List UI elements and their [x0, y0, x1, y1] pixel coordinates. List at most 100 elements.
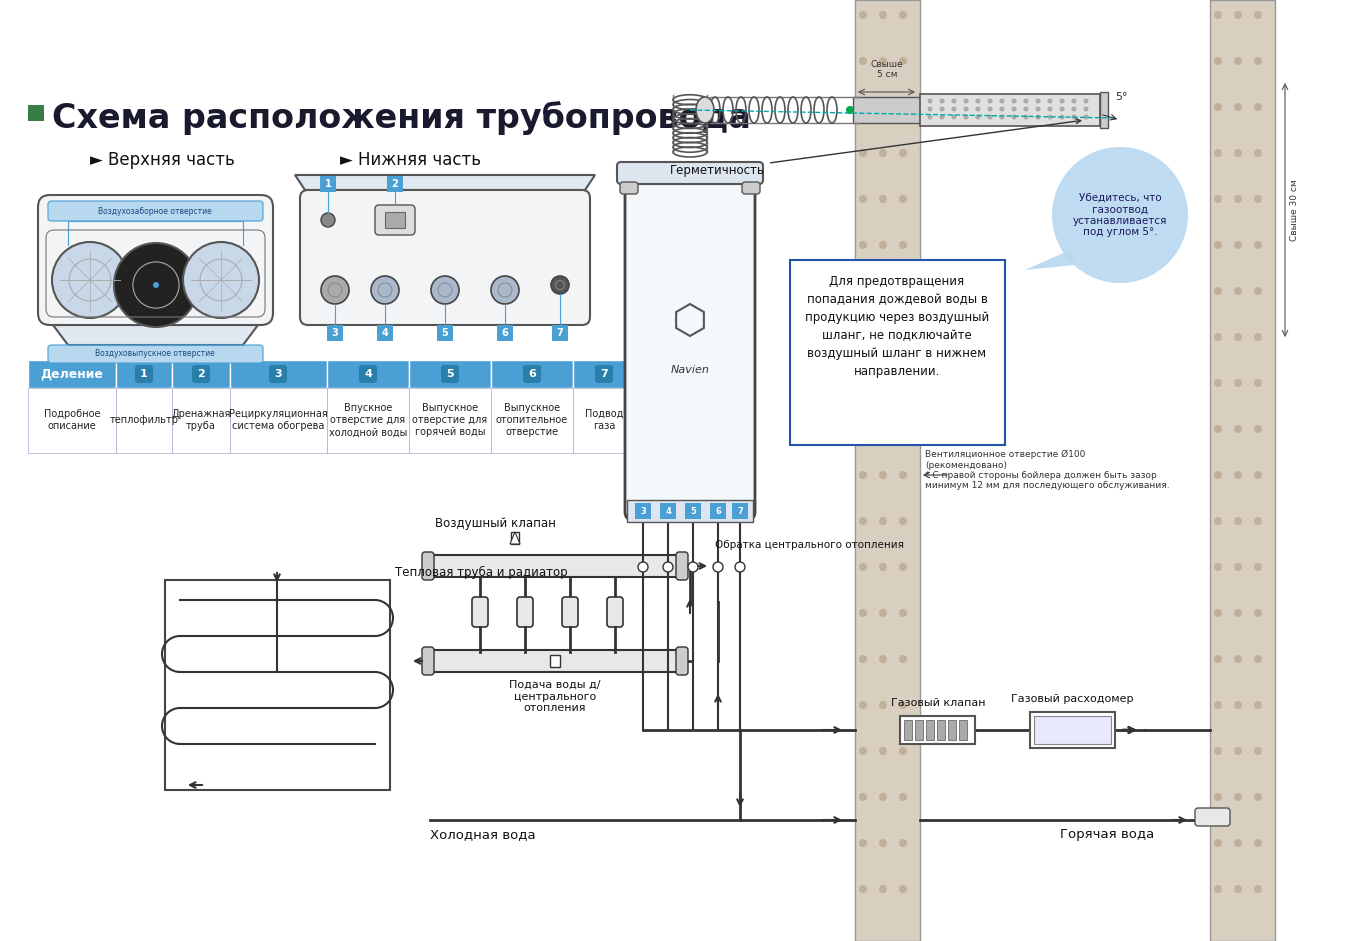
FancyBboxPatch shape — [441, 365, 459, 383]
Circle shape — [491, 276, 519, 304]
Circle shape — [183, 242, 259, 318]
Circle shape — [987, 99, 993, 104]
Bar — [1031, 712, 1116, 748]
FancyBboxPatch shape — [422, 647, 434, 675]
Circle shape — [859, 379, 867, 387]
Circle shape — [898, 701, 907, 709]
Circle shape — [880, 287, 888, 295]
Text: Свыше
5 см: Свыше 5 см — [870, 59, 904, 79]
Text: 5: 5 — [691, 506, 696, 516]
Circle shape — [1234, 793, 1242, 801]
Circle shape — [1234, 149, 1242, 157]
Bar — [1033, 716, 1112, 744]
Text: Для предотвращения
попадания дождевой воды в
продукцию через воздушный
шланг, не: Для предотвращения попадания дождевой во… — [805, 275, 989, 378]
Circle shape — [1000, 99, 1005, 104]
FancyBboxPatch shape — [595, 365, 612, 383]
Bar — [165, 580, 390, 790]
Circle shape — [1234, 11, 1242, 19]
Circle shape — [951, 115, 956, 120]
Circle shape — [1255, 195, 1263, 203]
Circle shape — [1024, 99, 1028, 104]
Circle shape — [1052, 147, 1188, 283]
Circle shape — [735, 562, 745, 572]
Polygon shape — [510, 532, 519, 544]
Circle shape — [1214, 287, 1222, 295]
Circle shape — [846, 106, 854, 114]
Text: Впускное
отверстие для
холодной воды: Впускное отверстие для холодной воды — [329, 403, 407, 438]
Text: Выпускное
отверстие для
горячей воды: Выпускное отверстие для горячей воды — [413, 403, 487, 438]
Circle shape — [859, 195, 867, 203]
FancyBboxPatch shape — [625, 180, 755, 520]
Text: 3: 3 — [332, 328, 339, 338]
Circle shape — [1234, 241, 1242, 249]
Circle shape — [1255, 517, 1263, 525]
Text: Холодная вода: Холодная вода — [430, 828, 536, 841]
Bar — [116, 388, 173, 453]
Circle shape — [859, 793, 867, 801]
Text: 3: 3 — [274, 369, 282, 379]
Polygon shape — [1025, 250, 1075, 270]
Circle shape — [898, 333, 907, 341]
Circle shape — [1048, 99, 1052, 104]
Circle shape — [898, 563, 907, 571]
FancyBboxPatch shape — [523, 365, 541, 383]
Circle shape — [859, 839, 867, 847]
Circle shape — [662, 562, 673, 572]
FancyBboxPatch shape — [472, 597, 488, 627]
Text: Деление: Деление — [40, 368, 104, 380]
Circle shape — [1000, 106, 1005, 111]
Bar — [573, 360, 635, 388]
Circle shape — [1214, 379, 1222, 387]
Text: 6: 6 — [715, 506, 720, 516]
Circle shape — [1234, 195, 1242, 203]
Circle shape — [1214, 11, 1222, 19]
Circle shape — [880, 379, 888, 387]
Circle shape — [963, 115, 969, 120]
Circle shape — [115, 243, 198, 327]
Circle shape — [898, 655, 907, 663]
Text: теплофильтр: теплофильтр — [109, 415, 178, 425]
Circle shape — [859, 11, 867, 19]
Circle shape — [1071, 106, 1077, 111]
Bar — [915, 720, 923, 740]
Circle shape — [898, 471, 907, 479]
Text: Убедитесь, что
газоотвод
устанавливается
под углом 5°.: Убедитесь, что газоотвод устанавливается… — [1072, 193, 1167, 237]
Circle shape — [1234, 333, 1242, 341]
Text: 5: 5 — [447, 369, 453, 379]
Circle shape — [987, 106, 993, 111]
Circle shape — [1214, 471, 1222, 479]
Circle shape — [1059, 115, 1064, 120]
Circle shape — [898, 793, 907, 801]
Circle shape — [1234, 103, 1242, 111]
Text: 7: 7 — [737, 506, 743, 516]
Circle shape — [1255, 425, 1263, 433]
Circle shape — [1048, 106, 1052, 111]
Circle shape — [898, 425, 907, 433]
Text: Схема расположения трубопровода: Схема расположения трубопровода — [53, 101, 751, 135]
FancyBboxPatch shape — [676, 647, 688, 675]
FancyBboxPatch shape — [517, 597, 533, 627]
Bar — [853, 97, 921, 123]
Circle shape — [1214, 563, 1222, 571]
Circle shape — [880, 655, 888, 663]
Circle shape — [859, 701, 867, 709]
Circle shape — [939, 106, 944, 111]
Ellipse shape — [696, 97, 714, 123]
Bar — [491, 388, 573, 453]
Circle shape — [880, 57, 888, 65]
Circle shape — [1214, 747, 1222, 755]
Circle shape — [1036, 99, 1040, 104]
Bar — [552, 325, 568, 341]
Text: 7: 7 — [600, 369, 608, 379]
Circle shape — [898, 885, 907, 893]
Circle shape — [1234, 379, 1242, 387]
Circle shape — [1255, 379, 1263, 387]
Bar — [1099, 92, 1108, 128]
Circle shape — [1036, 115, 1040, 120]
Circle shape — [859, 517, 867, 525]
Circle shape — [1214, 517, 1222, 525]
Circle shape — [1012, 99, 1017, 104]
Circle shape — [1255, 287, 1263, 295]
Circle shape — [1214, 149, 1222, 157]
Circle shape — [963, 106, 969, 111]
